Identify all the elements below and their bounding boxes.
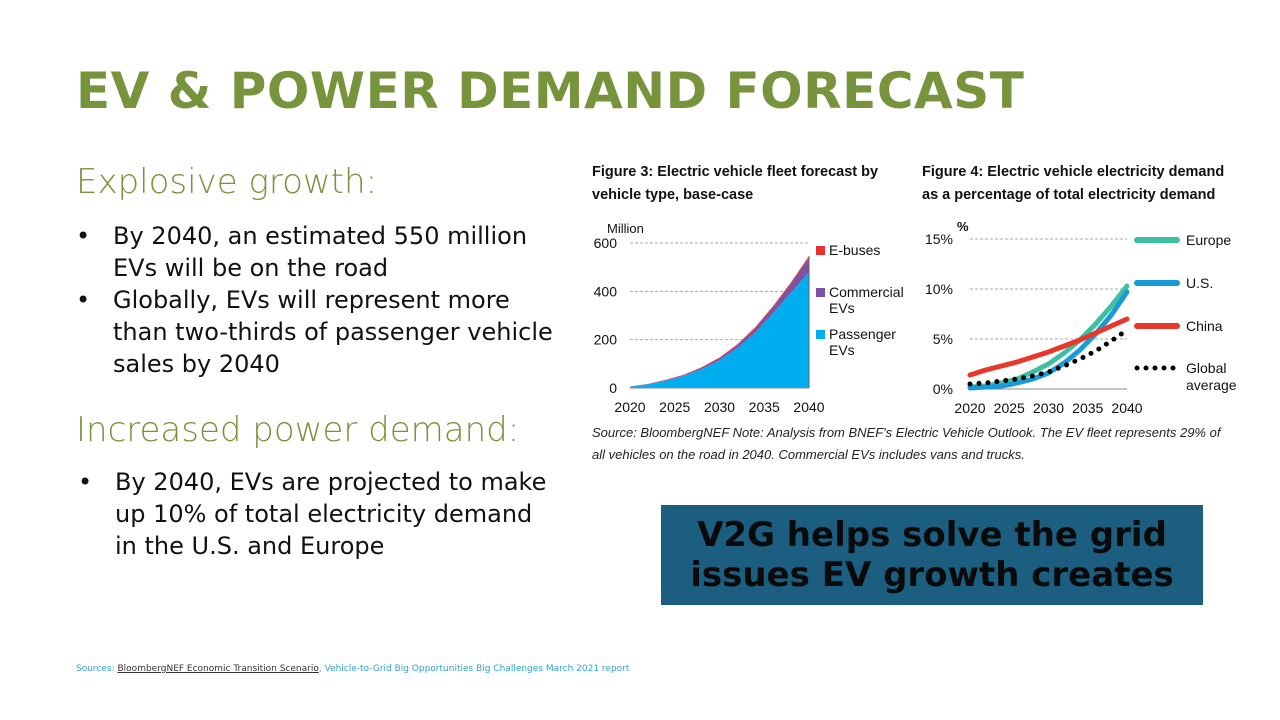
legend-label: U.S. (1186, 275, 1213, 291)
legend-swatch (816, 288, 825, 297)
y-tick-label: 15% (925, 231, 953, 247)
figure-3-title: Figure 3: Electric vehicle fleet forecas… (592, 164, 879, 203)
legend-swatch (816, 246, 825, 255)
x-tick-label: 2020 (954, 400, 985, 415)
x-tick-label: 2040 (1111, 400, 1142, 415)
y-axis-label: Million (607, 221, 644, 236)
section-heading-power: Increased power demand: (76, 410, 520, 450)
y-tick-label: 0% (933, 381, 953, 397)
y-tick-label: 5% (933, 331, 953, 347)
y-tick-label: 0 (609, 380, 617, 396)
bullet: Globally, EVs will represent more than t… (76, 284, 556, 380)
figure-4-title: Figure 4: Electric vehicle electricity d… (922, 164, 1225, 203)
sources-rest: , Vehicle-to-Grid Big Opportunities Big … (318, 664, 630, 674)
line-china (967, 316, 1130, 378)
x-tick-label: 2040 (793, 399, 824, 415)
ev-demand-chart: 0% 5% 10% 15% 2020 2025 2030 2035 2040% Europe U.S… (925, 219, 1237, 415)
y-tick-label: 10% (925, 281, 953, 297)
legend-label: Europe (1186, 232, 1231, 248)
section-heading-growth: Explosive growth: (76, 162, 378, 202)
x-tick-label: 2030 (704, 399, 735, 415)
growth-bullets: By 2040, an estimated 550 million EVs wi… (76, 220, 556, 380)
figure-note: Source: BloombergNEF Note: Analysis from… (592, 425, 1221, 462)
bullet: By 2040, an estimated 550 million EVs wi… (76, 220, 556, 284)
y-tick-label: 200 (594, 332, 618, 348)
x-tick-label: 2025 (659, 399, 690, 415)
slide-title: EV & POWER DEMAND FORECAST (76, 62, 1025, 120)
x-tick-label: 2030 (1033, 400, 1064, 415)
x-tick-label: 2025 (994, 400, 1025, 415)
v2g-callout: V2G helps solve the grid issues EV growt… (661, 505, 1203, 605)
legend-label: Commercial EVs (829, 284, 904, 316)
area-passenger-evs (630, 272, 809, 388)
sources-prefix: Sources: (76, 664, 118, 674)
x-tick-label: 2035 (749, 399, 780, 415)
line-global-average (967, 327, 1130, 387)
x-tick-label: 2020 (614, 399, 645, 415)
power-bullets: By 2040, EVs are projected to make up 10… (78, 466, 548, 562)
sources-link[interactable]: BloombergNEF Economic Transition Scenari… (117, 664, 319, 674)
legend-label: China (1186, 318, 1223, 334)
y-tick-label: 600 (594, 235, 618, 251)
y-axis-label: % (957, 219, 969, 234)
bullet: By 2040, EVs are projected to make up 10… (78, 466, 548, 562)
legend-label: E-buses (829, 242, 880, 258)
x-tick-label: 2035 (1072, 400, 1103, 415)
legend-label: Passenger EVs (829, 326, 896, 358)
legend-swatch (816, 330, 825, 339)
sources-footer: Sources: BloombergNEF Economic Transitio… (76, 664, 629, 674)
y-tick-label: 400 (594, 283, 618, 299)
legend-label: Global average (1186, 360, 1237, 393)
callout-text: V2G helps solve the grid issues EV growt… (690, 515, 1174, 595)
ev-fleet-chart: 0 200 400 600 2020 2025 2030 2035 2040 Million E-b… (594, 221, 904, 415)
